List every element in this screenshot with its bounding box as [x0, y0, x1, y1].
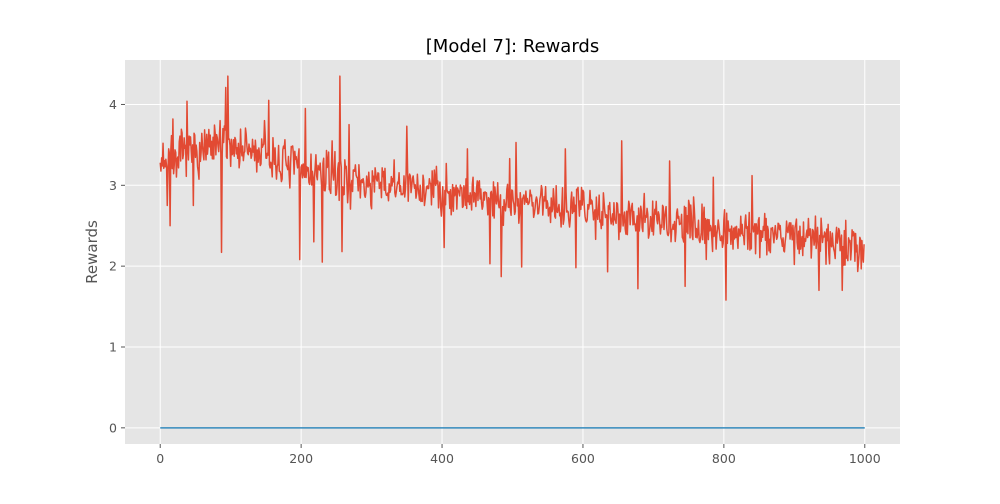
x-axis-ticks: 0 200 400 600 800 1000: [156, 444, 881, 466]
x-tick-label: 600: [571, 451, 595, 466]
x-tick-label: 800: [712, 451, 736, 466]
y-axis-label: Rewards: [83, 220, 101, 284]
x-tick-label: 200: [289, 451, 313, 466]
x-tick-label: 400: [430, 451, 454, 466]
series-layer: [159, 75, 865, 429]
chart-title: [Model 7]: Rewards: [426, 36, 599, 57]
y-tick-label: 1: [109, 339, 117, 354]
x-tick-label: 0: [156, 451, 164, 466]
y-tick-label: 4: [109, 97, 117, 112]
series-line-0: [159, 75, 865, 301]
y-axis-ticks: 0 1 2 3 4: [109, 97, 125, 435]
y-tick-label: 3: [109, 178, 117, 193]
y-tick-label: 2: [109, 259, 117, 274]
x-tick-label: 1000: [849, 451, 881, 466]
y-tick-label: 0: [109, 420, 117, 435]
